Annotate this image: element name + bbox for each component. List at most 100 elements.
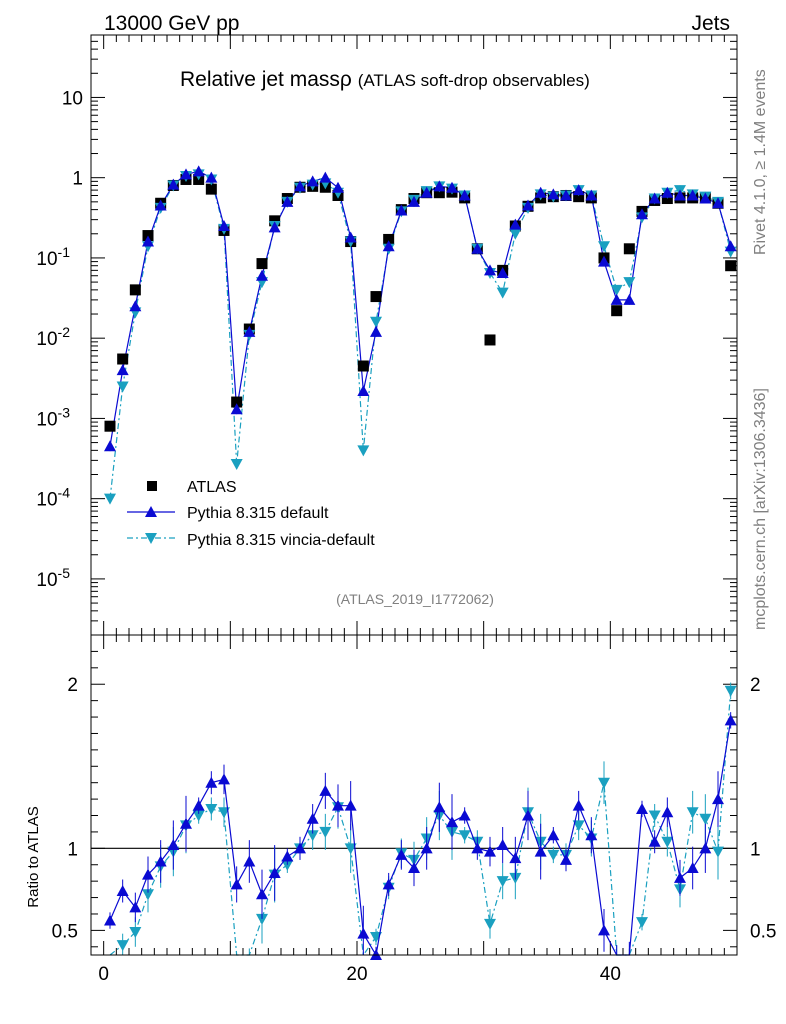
mc1-point — [408, 195, 420, 207]
data-point — [256, 258, 268, 270]
legend: ATLAS Pythia 8.315 default Pythia 8.315 … — [127, 479, 375, 549]
mc2-ratio-point — [636, 917, 648, 929]
legend-mc2-label: Pythia 8.315 vincia-default — [187, 532, 375, 549]
ratio-plot-frame — [90, 634, 738, 956]
mc1-point — [674, 189, 686, 201]
main-y-tick-label: 10 — [62, 88, 83, 109]
mc1-ratio-point — [585, 829, 598, 841]
mc2-line — [109, 173, 732, 499]
mc1-point — [712, 197, 724, 209]
mc1-ratio-point — [433, 801, 446, 813]
data-point — [433, 187, 445, 199]
ratio-y-tick-label: 0.5 — [52, 921, 78, 942]
mc1-ratio-point — [116, 885, 129, 896]
data-point — [205, 183, 217, 195]
mc1-ratio-point — [547, 829, 560, 841]
mc1-point — [699, 192, 712, 204]
mc1-point — [230, 403, 243, 415]
main-y-tick-label: 10-4 — [36, 485, 70, 511]
rivet-label: Rivet 4.1.0, ≥ 1.4M events — [752, 69, 769, 255]
data-point — [611, 305, 623, 317]
mc1-point — [610, 293, 623, 305]
data-point — [383, 233, 395, 245]
mc1-point — [484, 264, 496, 276]
ratio-x-tick-label: 0 — [98, 964, 109, 985]
main-y-tick-label: 10-1 — [36, 244, 70, 270]
mc1-ratio-point — [560, 853, 572, 865]
category-label: Jets — [691, 12, 730, 35]
mc1-point — [218, 219, 230, 231]
main-plot: 10-5 10-4 10-3 10-2 10-1 1 10 — [36, 34, 738, 636]
mc2-ratio-point — [686, 807, 699, 819]
mc2-ratio-point — [218, 807, 230, 819]
mc1-point — [395, 204, 408, 216]
main-y-tick-label: 10-3 — [36, 404, 70, 430]
mc1-ratio-point — [332, 799, 344, 811]
mc1-ratio-point — [408, 862, 420, 874]
plot-title-sub: (ATLAS soft-drop observables) — [358, 71, 590, 90]
mc2-ratio-point — [319, 826, 332, 838]
mc2-ratio-point — [370, 931, 382, 943]
mc2-ratio-point — [712, 846, 724, 858]
mc1-ratio-point — [446, 816, 458, 828]
mc1-ratio-point — [218, 773, 230, 785]
mc1-ratio-point — [522, 809, 534, 821]
mc1-point — [433, 180, 446, 192]
ratio-y-tick-label: 1 — [67, 839, 78, 860]
mc1-point — [294, 180, 306, 192]
data-point — [623, 243, 635, 255]
mc2-ratio-point — [484, 918, 496, 930]
mc1-point — [623, 293, 636, 305]
mc1-point — [281, 195, 294, 207]
main-y-tick-label: 1 — [72, 169, 83, 190]
mc1-ratio-point — [382, 878, 395, 890]
data-point — [104, 420, 116, 432]
mc1-point — [598, 255, 610, 267]
ratio-x-tick-label: 40 — [600, 964, 621, 985]
plot-title-main: Relative jet massρ — [180, 68, 352, 91]
mc2-point — [230, 459, 243, 471]
mc1-ratio-point — [180, 817, 192, 829]
main-y-tick-label: 10-5 — [36, 565, 70, 591]
mc1-ratio-point — [319, 784, 332, 796]
mc2-ratio-point — [116, 940, 129, 952]
mc1-point — [534, 186, 547, 198]
ratio-y-tick-label: 2 — [67, 675, 78, 696]
mc1-ratio-point — [572, 799, 585, 811]
data-point — [129, 284, 141, 296]
mc2-ratio-point — [648, 810, 661, 822]
legend-mc1-marker — [145, 506, 157, 517]
mc1-point — [319, 171, 332, 183]
mc1-point — [547, 188, 560, 200]
mc1-ratio-point — [154, 855, 167, 867]
ratio-y-tick-label-right: 0.5 — [750, 921, 776, 942]
mc1-ratio-point — [458, 809, 471, 821]
mc2-point — [509, 228, 522, 240]
mc1-point — [585, 189, 598, 201]
mc1-ratio-point — [205, 776, 218, 788]
energy-label: 13000 GeV pp — [104, 12, 239, 35]
mc1-point — [306, 175, 319, 187]
mc1-point — [572, 184, 585, 196]
mc1-ratio-point — [294, 842, 306, 854]
mc1-point — [370, 325, 382, 337]
mc1-point — [636, 208, 648, 220]
mc2-ratio-point — [547, 849, 560, 861]
mc1-ratio-point — [306, 812, 319, 824]
ratio-x-tick-label: 20 — [346, 964, 367, 985]
mc1-ratio-point — [357, 927, 370, 939]
mc1-point — [129, 300, 142, 312]
mc2-ratio-point — [306, 830, 319, 842]
mcplots-label: mcplots.cern.ch [arXiv:1306.3436] — [752, 388, 769, 630]
legend-data-marker — [147, 481, 157, 491]
mc1-ratio-point — [142, 868, 154, 880]
mc2-ratio-point — [142, 889, 154, 901]
mc1-ratio-point — [661, 806, 674, 818]
ratio-y-tick-label-right: 2 — [750, 675, 761, 696]
mc1-point — [509, 218, 522, 230]
mc1-ratio-point — [268, 866, 281, 878]
mc1-point — [154, 199, 167, 211]
mc2-ratio-point — [699, 813, 712, 825]
mc2-point — [370, 316, 382, 328]
data-point — [269, 215, 281, 227]
